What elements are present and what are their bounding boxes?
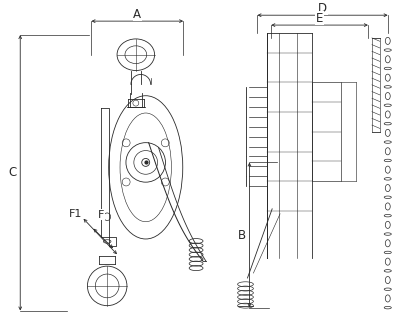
Text: A: A [133,8,141,21]
Text: C: C [8,166,16,179]
Text: E: E [316,12,323,25]
Text: D: D [318,2,327,15]
Text: F1: F1 [69,209,82,219]
Text: B: B [237,228,246,242]
Bar [312,82,341,181]
Text: F: F [98,210,104,220]
